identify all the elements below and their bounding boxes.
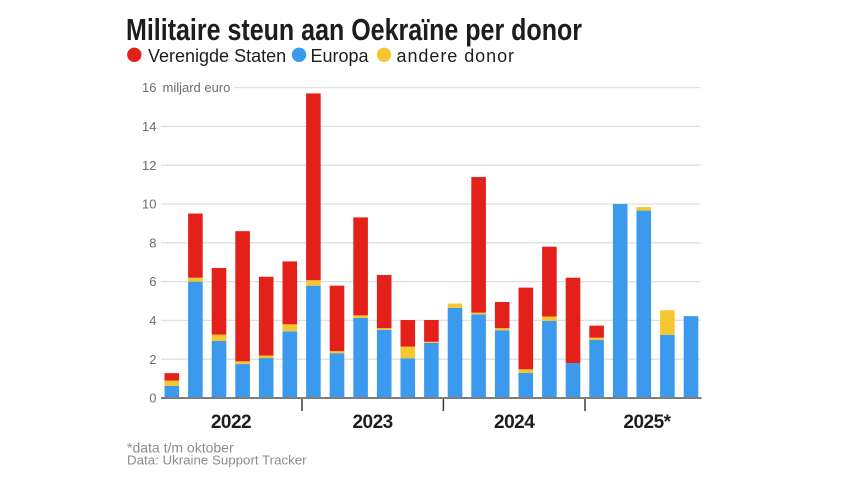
svg-text:Europa: Europa xyxy=(311,46,370,66)
svg-text:14: 14 xyxy=(142,119,156,134)
svg-text:2024: 2024 xyxy=(494,412,535,433)
svg-text:4: 4 xyxy=(149,313,156,328)
svg-text:miljard euro: miljard euro xyxy=(163,80,231,95)
svg-text:2023: 2023 xyxy=(352,412,392,433)
svg-text:2: 2 xyxy=(149,352,156,367)
svg-text:2022: 2022 xyxy=(211,412,251,433)
svg-text:16: 16 xyxy=(142,80,156,95)
svg-text:2025*: 2025* xyxy=(623,412,671,433)
svg-text:0: 0 xyxy=(149,391,156,406)
svg-text:*data t/m oktober: *data t/m oktober xyxy=(127,440,234,456)
svg-text:Data: Ukraine Support Tracker: Data: Ukraine Support Tracker xyxy=(127,453,307,468)
svg-text:Militaire steun aan Oekraïne p: Militaire steun aan Oekraïne per donor xyxy=(126,12,582,47)
svg-text:andere donor: andere donor xyxy=(397,46,516,66)
svg-text:Verenigde Staten: Verenigde Staten xyxy=(148,46,286,66)
svg-text:8: 8 xyxy=(149,235,156,250)
svg-text:10: 10 xyxy=(142,197,156,212)
svg-text:12: 12 xyxy=(142,158,156,173)
svg-text:6: 6 xyxy=(149,274,156,289)
